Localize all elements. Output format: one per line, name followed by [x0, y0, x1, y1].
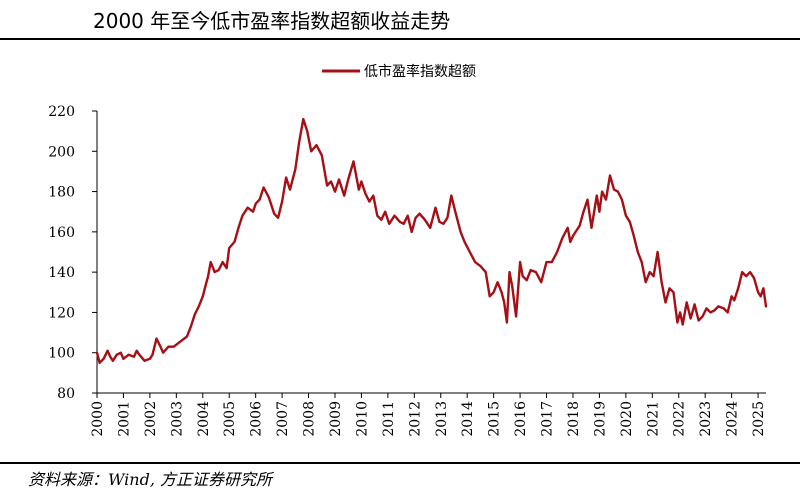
x-tick-label: 2014 — [460, 401, 476, 437]
x-tick-label: 2024 — [725, 401, 741, 437]
x-tick-label: 2001 — [116, 401, 132, 437]
x-tick-label: 2009 — [328, 401, 344, 437]
legend: 低市盈率指数超额 — [322, 63, 476, 80]
series-layer — [95, 117, 768, 364]
y-tick-label: 80 — [57, 386, 75, 402]
series-line-0 — [95, 117, 768, 364]
y-tick-label: 200 — [48, 144, 75, 160]
x-tick-label: 2023 — [698, 401, 714, 437]
x-tick-label: 2010 — [354, 401, 370, 437]
y-tick-label: 140 — [48, 265, 75, 281]
legend-label-low-pe-excess: 低市盈率指数超额 — [364, 63, 476, 80]
x-tick-label: 2022 — [672, 401, 688, 437]
x-tick-label: 2025 — [751, 401, 767, 437]
x-tick-label: 2021 — [645, 401, 661, 437]
y-tick-label: 120 — [48, 305, 75, 321]
x-tick-label: 2000 — [90, 401, 106, 437]
x-tick-label: 2008 — [302, 401, 318, 437]
x-tick-label: 2007 — [275, 401, 291, 437]
x-tick-label: 2019 — [592, 401, 608, 437]
y-tick-label: 100 — [48, 346, 75, 362]
x-tick-label: 2017 — [540, 401, 556, 437]
y-tick-label: 160 — [48, 225, 75, 241]
x-tick-label: 2006 — [249, 401, 265, 437]
x-tick-label: 2015 — [487, 401, 503, 437]
x-tick-label: 2020 — [619, 401, 635, 437]
x-tick-label: 2018 — [566, 401, 582, 437]
x-tick-label: 2016 — [513, 401, 529, 437]
y-tick-label: 180 — [48, 185, 75, 201]
x-tick-label: 2002 — [143, 401, 159, 437]
source-note: 资料来源：Wind, 方正证券研究所 — [28, 470, 273, 489]
x-tick-label: 2012 — [407, 401, 423, 437]
x-tick-label: 2011 — [381, 401, 397, 437]
title-divider — [0, 38, 800, 40]
x-tick-label: 2005 — [222, 401, 238, 437]
x-tick-label: 2003 — [169, 401, 185, 437]
chart-title: 2000 年至今低市盈率指数超额收益走势 — [93, 9, 451, 33]
y-tick-label: 220 — [48, 104, 75, 120]
x-axis: 2000 2001 2002 2003 2004 2005 2006 2007 2008 2009… — [90, 392, 767, 437]
x-tick-label: 2013 — [434, 401, 450, 437]
y-axis: 80 100 120 140 160 180 200 220 — [48, 104, 98, 402]
x-tick-label: 2004 — [196, 401, 212, 437]
footer-divider — [0, 462, 800, 464]
